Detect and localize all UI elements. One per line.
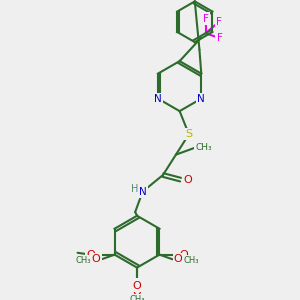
Text: O: O — [133, 287, 141, 297]
Text: O: O — [92, 254, 100, 264]
Text: S: S — [185, 129, 193, 139]
Text: F: F — [217, 33, 222, 43]
Text: N: N — [139, 187, 146, 197]
Text: O: O — [179, 250, 188, 260]
Text: O: O — [86, 250, 95, 260]
Text: O: O — [184, 175, 192, 184]
Text: F: F — [216, 17, 221, 27]
Text: CH₃: CH₃ — [183, 256, 199, 265]
Text: N: N — [197, 94, 205, 103]
Text: CH₃: CH₃ — [129, 295, 145, 300]
Text: CH₃: CH₃ — [75, 256, 91, 265]
Text: H: H — [130, 184, 138, 194]
Text: NH: NH — [129, 187, 145, 197]
Text: O: O — [133, 281, 141, 291]
Text: O: O — [86, 250, 95, 260]
Text: CH₃: CH₃ — [195, 143, 212, 152]
Text: O: O — [174, 254, 182, 264]
Text: F: F — [202, 14, 208, 23]
Text: N: N — [154, 94, 162, 103]
